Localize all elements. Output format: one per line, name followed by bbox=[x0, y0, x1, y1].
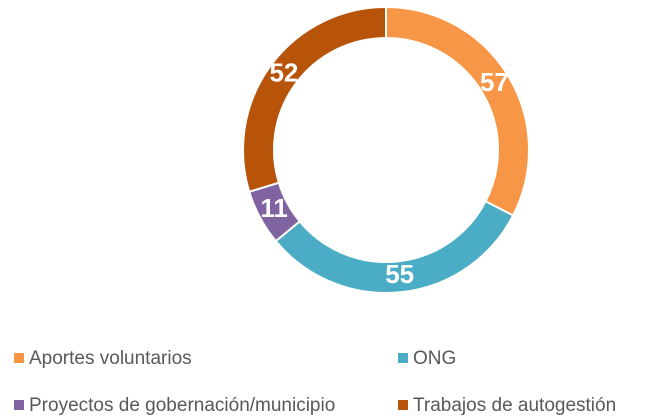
donut-segment bbox=[242, 5, 387, 193]
data-label: 55 bbox=[385, 259, 414, 289]
legend-label: Aportes voluntarios bbox=[29, 348, 192, 369]
legend-swatch bbox=[14, 400, 24, 410]
donut-segment bbox=[385, 5, 530, 217]
data-label: 57 bbox=[480, 67, 509, 97]
legend-swatch bbox=[398, 400, 408, 410]
data-label: 52 bbox=[269, 57, 298, 87]
legend-label: ONG bbox=[413, 348, 456, 369]
data-label: 11 bbox=[260, 193, 288, 223]
legend-swatch bbox=[14, 353, 24, 363]
legend-label: Trabajos de autogestión bbox=[413, 395, 616, 416]
legend-swatch bbox=[398, 353, 408, 363]
legend-label: Proyectos de gobernación/municipio bbox=[29, 395, 335, 416]
